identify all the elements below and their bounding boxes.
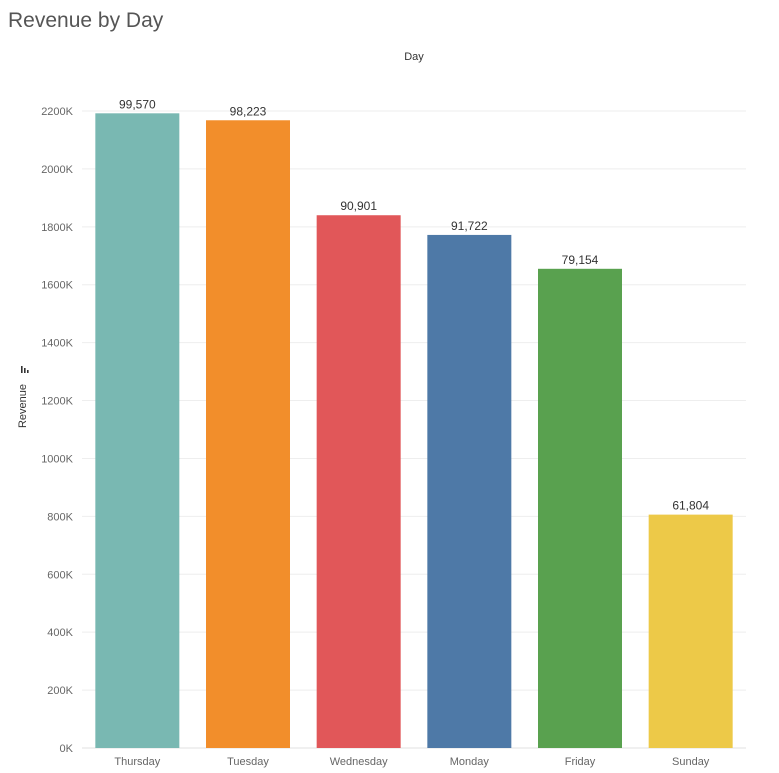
data-labels: 99,570 98,223 90,901 91,722 79,154 61,804: [119, 97, 709, 512]
data-label: 61,804: [672, 499, 709, 513]
data-label: 91,722: [451, 219, 488, 233]
y-tick-label: 2000K: [41, 164, 73, 176]
bar[interactable]: [316, 215, 401, 749]
data-label: 98,223: [230, 104, 267, 118]
y-axis: 0K 200K 400K 600K 800K 1000K 1200K 1400K 1600K 18…: [41, 106, 73, 755]
x-axis: Thursday Tuesday Wednesday Monday Friday Sund…: [114, 756, 709, 768]
y-tick-label: 1600K: [41, 280, 73, 292]
y-tick-label: 200K: [47, 685, 73, 697]
y-tick-label: 1400K: [41, 338, 73, 350]
x-axis-title: Day: [404, 51, 424, 63]
bars: [95, 113, 733, 749]
y-tick-label: 2200K: [41, 106, 73, 118]
y-tick-label: 1000K: [41, 453, 73, 465]
x-tick-label: Friday: [565, 756, 596, 768]
bar[interactable]: [427, 234, 512, 748]
data-label: 90,901: [340, 199, 377, 213]
bar[interactable]: [206, 120, 290, 749]
y-tick-label: 1200K: [41, 396, 73, 408]
sort-descending-icon[interactable]: [21, 366, 29, 373]
bar[interactable]: [538, 268, 622, 748]
bar[interactable]: [95, 113, 180, 749]
x-tick-label: Monday: [450, 756, 490, 768]
x-tick-label: Thursday: [114, 756, 160, 768]
x-tick-label: Tuesday: [227, 756, 269, 768]
x-tick-label: Wednesday: [330, 756, 388, 768]
y-axis-title-group: Revenue: [17, 366, 29, 428]
gridlines: [82, 110, 746, 749]
y-tick-label: 0K: [60, 743, 74, 755]
y-tick-label: 400K: [47, 627, 73, 639]
data-label: 79,154: [562, 253, 599, 267]
data-label: 99,570: [119, 97, 156, 111]
y-tick-label: 600K: [47, 569, 73, 581]
y-tick-label: 1800K: [41, 222, 73, 234]
bar[interactable]: [648, 514, 733, 748]
x-tick-label: Sunday: [672, 756, 710, 768]
y-axis-title: Revenue: [17, 384, 29, 428]
chart-title: Revenue by Day: [8, 9, 164, 32]
y-tick-label: 800K: [47, 511, 73, 523]
